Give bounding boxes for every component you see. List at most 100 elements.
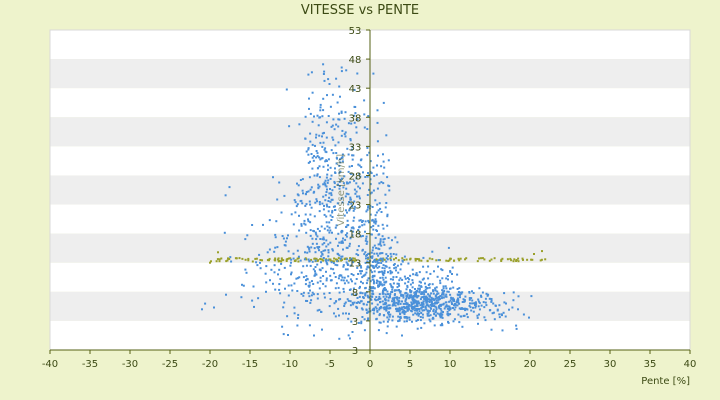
data-point [240, 296, 243, 299]
data-point [327, 78, 330, 81]
data-point [504, 315, 507, 318]
data-point [412, 299, 415, 302]
data-point [416, 274, 419, 277]
data-point [406, 293, 409, 296]
data-point [308, 248, 311, 251]
secondary-point [317, 259, 320, 262]
secondary-point [220, 257, 223, 260]
data-point [367, 252, 370, 255]
secondary-point [510, 259, 513, 262]
data-point [323, 292, 326, 295]
data-point [339, 257, 342, 260]
data-point [379, 307, 382, 310]
data-point [378, 293, 381, 296]
data-point [230, 260, 233, 263]
data-point [319, 238, 322, 240]
data-point [252, 285, 255, 288]
secondary-point [289, 257, 292, 260]
data-point [344, 195, 347, 198]
data-point [381, 266, 384, 269]
data-point [372, 224, 375, 227]
data-point [341, 160, 344, 163]
data-point [477, 322, 479, 325]
data-point [326, 205, 329, 208]
data-point [324, 160, 327, 163]
data-point [316, 309, 319, 312]
data-point [452, 307, 454, 309]
data-point [300, 224, 303, 227]
data-point [442, 296, 445, 299]
data-point [274, 288, 277, 291]
data-point [387, 318, 390, 321]
data-point [293, 199, 296, 202]
data-point [381, 260, 384, 263]
data-point [392, 264, 395, 266]
data-point [361, 182, 364, 185]
data-point [418, 312, 421, 315]
data-point [459, 315, 462, 318]
data-point [342, 290, 345, 293]
data-point [401, 311, 404, 314]
data-point [379, 321, 382, 324]
data-point [424, 306, 427, 309]
data-point [350, 273, 353, 275]
data-point [439, 314, 442, 317]
data-point [321, 252, 324, 255]
data-point [371, 206, 374, 208]
data-point [369, 183, 372, 186]
data-point [462, 298, 465, 301]
data-point [286, 237, 288, 240]
data-point [476, 316, 479, 319]
data-point [350, 229, 352, 232]
y-tick-label: 43 [349, 84, 362, 95]
data-point [301, 178, 304, 181]
data-point [418, 271, 421, 274]
data-point [337, 141, 340, 144]
secondary-point [367, 257, 369, 260]
data-point [511, 306, 514, 309]
data-point [344, 111, 347, 114]
data-point [325, 245, 328, 248]
data-point [408, 278, 411, 281]
data-point [448, 306, 451, 309]
data-point [310, 246, 313, 249]
data-point [378, 314, 381, 317]
data-point [373, 307, 376, 310]
data-point [474, 305, 477, 308]
secondary-point [539, 259, 542, 262]
data-point [333, 186, 336, 188]
data-point [305, 231, 308, 234]
data-point [317, 124, 320, 127]
data-point [425, 301, 428, 304]
data-point [322, 183, 325, 186]
secondary-point [420, 259, 423, 262]
secondary-point [267, 258, 270, 261]
data-point [414, 299, 417, 302]
secondary-point [228, 258, 231, 260]
data-point [294, 211, 297, 214]
data-point [255, 261, 258, 264]
data-point [478, 287, 481, 290]
data-point [361, 282, 364, 285]
data-point [270, 268, 273, 271]
data-point [366, 128, 369, 130]
data-point [449, 313, 452, 316]
data-point [366, 175, 369, 178]
data-point [418, 302, 421, 305]
data-point [330, 194, 333, 197]
data-point [326, 181, 329, 184]
data-point [422, 300, 425, 303]
data-point [416, 312, 419, 315]
data-point [373, 287, 376, 290]
data-point [376, 303, 379, 306]
data-point [355, 253, 358, 256]
data-point [316, 200, 318, 203]
secondary-point [512, 260, 515, 263]
secondary-point [287, 257, 290, 260]
data-point [438, 298, 441, 301]
data-point [340, 197, 343, 200]
data-point [477, 305, 480, 308]
data-point [322, 257, 325, 259]
data-point [386, 215, 389, 218]
data-point [387, 184, 390, 187]
